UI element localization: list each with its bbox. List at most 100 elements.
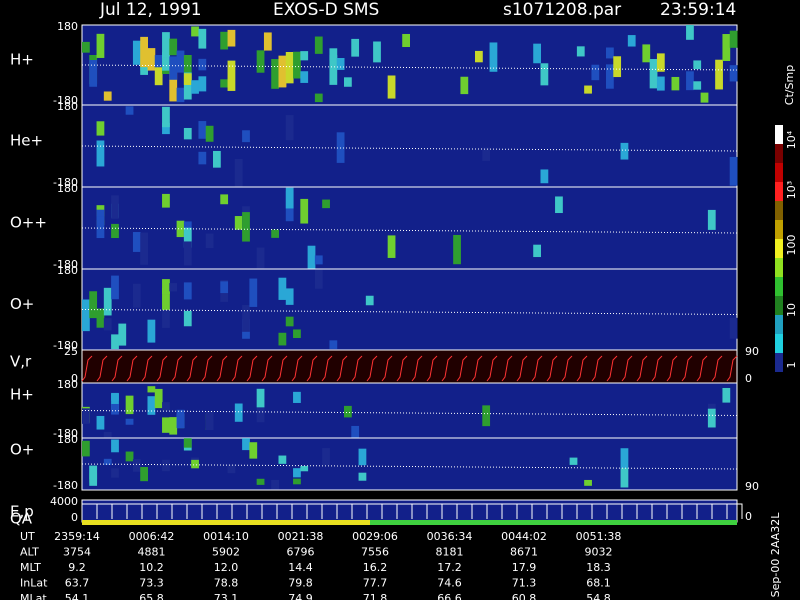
y-tick-label: 180 bbox=[57, 100, 78, 113]
spectrogram-cell bbox=[649, 59, 658, 89]
spectrogram-cell bbox=[300, 51, 309, 61]
spectrogram-cell bbox=[169, 56, 178, 80]
y-tick-label: 180 bbox=[57, 378, 78, 391]
spectrogram-cell bbox=[314, 36, 323, 54]
spectrogram-cell bbox=[263, 32, 272, 51]
spectrogram-cell bbox=[576, 46, 585, 57]
y-tick-label: -180 bbox=[53, 94, 78, 107]
spectrogram-cell bbox=[329, 340, 338, 349]
y-tick-label: -180 bbox=[53, 258, 78, 271]
spectrogram-cell bbox=[351, 425, 360, 438]
colorbar-cell bbox=[775, 144, 783, 163]
spectrogram-cell bbox=[540, 63, 549, 86]
spectrogram-cell bbox=[162, 193, 170, 208]
spectrogram-cell bbox=[183, 282, 192, 300]
trace bbox=[81, 410, 738, 416]
qa-bar bbox=[370, 520, 737, 525]
spectrogram-cell bbox=[169, 70, 178, 102]
spectrogram-cell bbox=[285, 288, 294, 305]
cell: 5902 bbox=[212, 546, 240, 559]
cell: 0044:02 bbox=[501, 530, 547, 543]
spectrogram-cell bbox=[227, 464, 236, 474]
y-tick-label: 25 bbox=[64, 345, 78, 358]
trace bbox=[456, 355, 468, 382]
spectrogram-cell bbox=[271, 59, 279, 89]
y-tick-label: -180 bbox=[53, 176, 78, 189]
spectrogram-cell bbox=[285, 115, 294, 141]
spectrogram-cell bbox=[729, 317, 738, 339]
trace bbox=[81, 355, 93, 382]
spectrogram-cell bbox=[358, 448, 367, 466]
spectrogram-cell bbox=[256, 478, 265, 485]
spectrogram-cell bbox=[198, 28, 207, 49]
spectrogram-cell bbox=[162, 32, 170, 58]
colorbar-cell bbox=[775, 182, 783, 201]
spectrogram-cell bbox=[314, 269, 323, 289]
spectrogram-cell bbox=[540, 169, 549, 184]
spectrogram-cell bbox=[693, 81, 702, 90]
trace bbox=[576, 355, 588, 382]
colorbar-cell bbox=[775, 315, 783, 334]
spectrogram-cell bbox=[322, 199, 330, 209]
spectrogram-cell bbox=[256, 407, 265, 423]
trace bbox=[111, 355, 123, 382]
right-tick-label: 0 bbox=[745, 372, 752, 385]
cell: 71.3 bbox=[512, 577, 537, 590]
trace bbox=[696, 355, 708, 382]
trace bbox=[681, 355, 693, 382]
panel-label: E,p bbox=[10, 503, 34, 521]
cell: 71.8 bbox=[363, 592, 388, 600]
y-tick-label: -180 bbox=[53, 479, 78, 492]
spectrogram-cell bbox=[322, 448, 330, 466]
right-tick-label: 90 bbox=[745, 480, 759, 493]
spectrogram-cell bbox=[220, 194, 229, 205]
trace bbox=[471, 355, 483, 382]
spectrogram-cell bbox=[191, 459, 199, 469]
trace bbox=[81, 145, 738, 152]
spectrogram-cell bbox=[205, 233, 214, 249]
spectrogram-cell bbox=[613, 56, 622, 78]
spectrogram-cell bbox=[82, 440, 90, 457]
trace bbox=[621, 355, 633, 382]
stamp: Sep-00 2AA32L bbox=[769, 512, 782, 598]
spectrogram-cell bbox=[140, 232, 148, 265]
colorbar-unit: Ct/Smp bbox=[783, 65, 796, 105]
spectrogram-cell bbox=[147, 48, 156, 71]
cell: 10.2 bbox=[139, 561, 164, 574]
trace bbox=[591, 355, 603, 382]
colorbar-cell bbox=[775, 163, 783, 182]
spectrogram-cell bbox=[103, 91, 112, 101]
cell: 9032 bbox=[585, 546, 613, 559]
spectrogram-cell bbox=[729, 30, 738, 48]
spectrogram-cell bbox=[256, 388, 265, 408]
colorbar-tick-label: 10⁴ bbox=[785, 130, 798, 149]
spectrogram-cell bbox=[314, 255, 323, 265]
spectrogram-cell bbox=[293, 329, 301, 339]
trace bbox=[501, 355, 513, 382]
trace bbox=[651, 355, 663, 382]
trace bbox=[486, 355, 498, 382]
spectrogram-cell bbox=[198, 151, 207, 165]
spectrogram-cell bbox=[132, 459, 141, 472]
trace bbox=[81, 227, 738, 234]
row-label: InLat bbox=[20, 577, 48, 590]
trace bbox=[96, 355, 108, 382]
spectrogram-cell bbox=[482, 147, 491, 161]
time: 23:59:14 bbox=[660, 0, 736, 20]
spectrogram-cell bbox=[96, 216, 105, 239]
trace bbox=[396, 355, 408, 382]
spectrogram-cell bbox=[183, 73, 192, 85]
trace bbox=[261, 355, 273, 382]
panel-label: V,r bbox=[10, 353, 32, 371]
spectrogram-cell bbox=[213, 150, 221, 168]
right-tick-label: 0 bbox=[745, 510, 752, 523]
cell: 14.4 bbox=[288, 561, 313, 574]
y-tick-label: 0 bbox=[71, 372, 78, 385]
spectrogram-cell bbox=[715, 59, 723, 90]
spectrogram-cell bbox=[82, 408, 90, 424]
cell: 79.8 bbox=[288, 577, 313, 590]
spectrogram-cell bbox=[293, 468, 301, 478]
spectrogram-cell bbox=[489, 42, 498, 72]
cell: 17.9 bbox=[512, 561, 537, 574]
